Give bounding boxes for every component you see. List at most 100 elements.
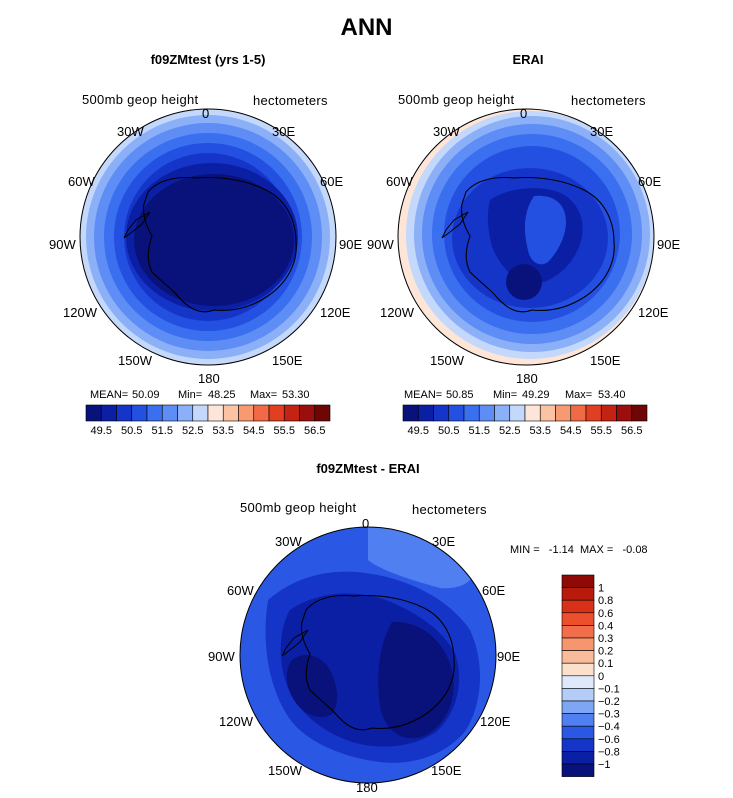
panel-1-variable-label: 500mb geop height [82, 92, 199, 107]
panel-1-colorbar-swatch [100, 404, 117, 422]
panel-1-lon-label-left-lower: 120W [63, 305, 97, 320]
panel-2-min-label: Min= [493, 389, 518, 401]
panel-3-lon-label-top-right: 30E [432, 534, 456, 549]
panel-2-peninsula [441, 211, 469, 239]
panel-2-lon-label-right-lower: 120E [638, 305, 669, 320]
panel-1-antarctica-coastline [142, 176, 297, 313]
panel-1-colorbar-swatch [177, 404, 194, 422]
panel-1-colorbar-swatch [146, 404, 163, 422]
panel-1-lon-label-bottom-left: 150W [118, 353, 152, 368]
figure-title: ANN [340, 14, 393, 41]
panel-3-colorbar-tick-label: 0 [598, 671, 604, 683]
panel-3-colorbar-swatch [561, 625, 595, 639]
panel-3-band [368, 527, 472, 589]
panel-2-lon-label-bottom-left: 150W [430, 353, 464, 368]
panel-1-lon-label-right-upper: 60E [320, 174, 344, 189]
panel-2-colorbar-swatch [494, 404, 511, 422]
panel-2-colorbar-tick-label: 56.5 [621, 425, 642, 437]
panel-2-colorbar-swatch [631, 404, 648, 422]
panel-1-min-label: Min= [178, 389, 203, 401]
panel-1-map [79, 108, 337, 366]
panel-1-colorbar-tick-label: 49.5 [91, 425, 112, 437]
panel-2-min-value: 49.29 [522, 389, 550, 401]
panel-2-colorbar-swatch [433, 404, 450, 422]
panel-3-map [239, 526, 497, 784]
panel-3-colorbar-tick-label: −0.8 [598, 746, 620, 758]
panel-3-map-border [239, 526, 497, 784]
panel-2-map [397, 108, 655, 366]
panel-2-colorbar: 49.5 50.5 51.5 52.5 53.5 54.5 55.5 56.5 [402, 404, 648, 437]
panel-3-band-inner [286, 655, 338, 718]
panel-1-colorbar-swatch [283, 404, 300, 422]
panel-1-min-value: 48.25 [208, 389, 236, 401]
panel-2-lon-label-top-left: 30W [433, 124, 460, 139]
panel-2-colorbar-swatch [402, 404, 419, 422]
panel-1-colorbar: 49.5 50.5 51.5 52.5 53.5 54.5 55.5 56.5 [85, 404, 331, 437]
panel-1-max-label: Max= [250, 389, 278, 401]
panel-3-minmax: MIN = -1.14 MAX = -0.08 [510, 544, 648, 556]
panel-1-band-inner [134, 174, 294, 306]
panel-2-colorbar-tick-label: 53.5 [530, 425, 551, 437]
panel-2-map-border [397, 108, 655, 366]
panel-1-map-border [79, 108, 337, 366]
panel-1-colorbar-tick-label: 55.5 [274, 425, 295, 437]
panel-3-colorbar-tick-label: 1 [598, 583, 604, 595]
panel-3-colorbar-swatch [561, 612, 595, 626]
panel-1-mean-value: 50.09 [132, 389, 160, 401]
panel-1-title: f09ZMtest (yrs 1-5) [150, 52, 266, 67]
panel-3-colorbar-tick-label: −1 [598, 759, 611, 771]
panel-1-units-label: hectometers [253, 93, 328, 108]
panel-1-colorbar-swatch [238, 404, 255, 422]
panel-1-max-value: 53.30 [282, 389, 310, 401]
panel-1-peninsula [123, 211, 151, 239]
panel-1-colorbar-tick-label: 51.5 [152, 425, 173, 437]
panel-2-lon-label-top: 0 [520, 106, 528, 121]
panel-1-lon-label-left-upper: 60W [68, 174, 95, 189]
panel-1-colorbar-swatch [222, 404, 239, 422]
panel-3-colorbar-swatch [561, 599, 595, 614]
panel-3-colorbar-swatch [561, 738, 595, 752]
panel-3-colorbar-swatch [561, 587, 595, 601]
panel-2-colorbar-tick-label: 54.5 [560, 425, 581, 437]
panel-2-colorbar-swatch [585, 404, 602, 422]
panel-3-colorbar-tick-label: −0.6 [598, 734, 620, 746]
panel-3-lon-label-right: 90E [497, 649, 521, 664]
panel-1-colorbar-swatch [207, 404, 224, 422]
panel-3-colorbar-swatch [561, 637, 595, 651]
panel-3-lon-label-left: 90W [208, 649, 235, 664]
panel-3-band-inner [378, 621, 454, 739]
panel-2-lon-label-left-upper: 60W [386, 174, 413, 189]
panel-2-band-inner [506, 264, 542, 300]
panel-3-units-label: hectometers [412, 502, 487, 517]
panel-2-max-label: Max= [565, 389, 593, 401]
panel-1-colorbar-swatch [161, 404, 178, 422]
panel-2-colorbar-swatch [478, 404, 495, 422]
panel-3-colorbar-tick-label: −0.1 [598, 683, 620, 695]
panel-3-colorbar-swatch [561, 650, 595, 664]
panel-3-lon-label-left-upper: 60W [227, 583, 254, 598]
panel-2-colorbar-swatch [539, 404, 556, 422]
panel-2-colorbar-tick-label: 55.5 [591, 425, 612, 437]
panel-1-mean-label: MEAN= [90, 389, 129, 401]
panel-1-colorbar-tick-label: 53.5 [213, 425, 234, 437]
panel-3-antarctica-coastline [300, 594, 455, 731]
panel-2-colorbar-swatch [555, 404, 572, 422]
panel-1-lon-label-bottom: 180 [198, 371, 220, 386]
panel-1-colorbar-swatch [85, 404, 102, 422]
panel-3-colorbar-tick-label: −0.3 [598, 709, 620, 721]
panel-2-colorbar-swatch [509, 404, 526, 422]
panel-1-colorbar-swatch [314, 404, 331, 422]
panel-1-colorbar-swatch [268, 404, 285, 422]
panel-3-colorbar-tick-label: 0.1 [598, 658, 613, 670]
panel-1-colorbar-tick-label: 54.5 [243, 425, 264, 437]
panel-1-lon-label-right: 90E [339, 237, 363, 252]
panel-3-colorbar-tick-label: 0.4 [598, 620, 613, 632]
panel-3-colorbar-swatch [561, 700, 595, 714]
panel-3-colorbar-swatch [561, 725, 595, 740]
panel-2-mean-value: 50.85 [446, 389, 474, 401]
panel-3-lon-label-left-lower: 120W [219, 714, 253, 729]
panel-2-lon-label-bottom-right: 150E [590, 353, 621, 368]
panel-3-lon-label-top-left: 30W [275, 534, 302, 549]
panel-1-colorbar-swatch [131, 404, 148, 422]
panel-3-colorbar-swatch [561, 662, 595, 677]
